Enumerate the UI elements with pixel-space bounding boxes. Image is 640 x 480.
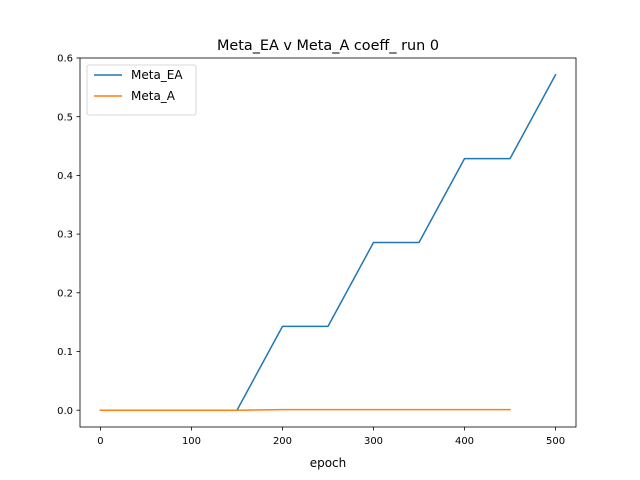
y-tick-label: 0.6 <box>57 54 73 65</box>
y-tick-label: 0.5 <box>57 112 73 123</box>
y-tick-label: 0.3 <box>57 230 73 241</box>
x-tick-label: 300 <box>364 436 383 447</box>
chart-title: Meta_EA v Meta_A coeff_ run 0 <box>217 38 439 54</box>
x-tick-label: 500 <box>546 436 565 447</box>
y-tick-label: 0.4 <box>57 171 73 182</box>
series-line-0 <box>99 73 557 411</box>
y-tick-label: 0.1 <box>57 347 73 358</box>
legend-label-1: Meta_A <box>131 89 176 103</box>
series-layer <box>99 73 557 411</box>
y-tick-label: 0.0 <box>57 406 73 417</box>
x-tick-label: 100 <box>182 436 201 447</box>
legend-label-0: Meta_EA <box>131 68 183 82</box>
legend: Meta_EA Meta_A <box>86 64 197 116</box>
x-tick-label: 400 <box>455 436 474 447</box>
y-tick-label: 0.2 <box>57 288 73 299</box>
x-axis-label: epoch <box>310 456 347 470</box>
x-tick-label: 0 <box>97 436 103 447</box>
axes-frame <box>79 57 577 428</box>
y-axis: 0.0 0.1 0.2 0.3 0.4 0.5 0.6 <box>57 54 80 417</box>
legend-box <box>86 64 197 116</box>
x-axis: 0 100 200 300 400 500 <box>97 427 565 447</box>
x-tick-label: 200 <box>273 436 292 447</box>
series-line-1 <box>99 408 511 411</box>
